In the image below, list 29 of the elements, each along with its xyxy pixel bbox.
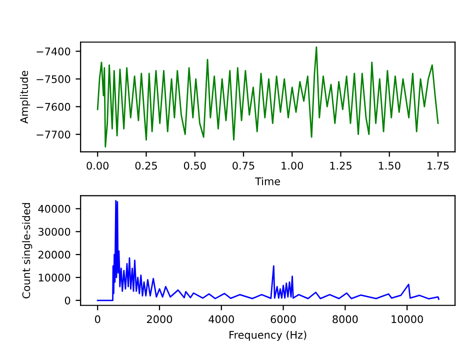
x-tick-label: 0	[94, 315, 100, 324]
y-axis-title: Amplitude	[20, 70, 30, 124]
x-tick-label: 1.75	[428, 162, 449, 170]
x-tick-label: 6000	[270, 315, 296, 324]
x-tick-label: 8000	[332, 315, 358, 324]
x-axis-title: Frequency (Hz)	[230, 330, 306, 341]
y-tick-label: 40000	[38, 204, 70, 213]
x-tick-label: 0.50	[184, 162, 206, 170]
line-series	[96, 200, 440, 302]
x-axis-title: Time	[255, 177, 280, 186]
x-tick-label: 1.00	[282, 162, 304, 170]
y-tick-label: −7400	[36, 47, 70, 56]
x-tick-label: 10000	[392, 315, 423, 324]
y-tick-label: 30000	[38, 228, 70, 236]
x-tick-label: 4000	[208, 315, 234, 324]
y-tick-label: 10000	[38, 274, 70, 282]
y-tick-label: −7700	[36, 130, 70, 138]
x-tick-label: 1.50	[378, 162, 400, 170]
x-tick-label: 1.25	[330, 162, 352, 170]
x-tick-label: 0.75	[232, 162, 254, 170]
x-tick-label: 0.00	[86, 162, 109, 170]
y-tick-label: 20000	[38, 250, 70, 259]
x-tick-label: 0.25	[135, 162, 157, 170]
x-tick-label: 2000	[147, 315, 172, 324]
line-series	[96, 46, 439, 148]
y-tick-label: 0	[64, 296, 70, 304]
y-axis-title: Count single-sided	[22, 203, 32, 298]
y-tick-label: −7600	[36, 102, 70, 111]
y-tick-label: −7500	[36, 75, 70, 84]
